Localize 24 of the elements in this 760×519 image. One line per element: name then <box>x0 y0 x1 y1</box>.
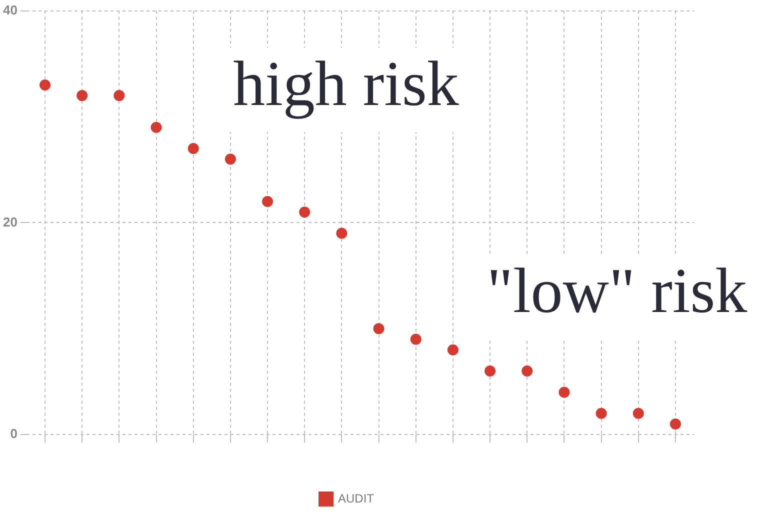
point <box>299 206 310 218</box>
y-tick-label: 20 <box>2 214 18 230</box>
point <box>484 366 496 377</box>
point <box>114 90 125 102</box>
point <box>447 344 458 356</box>
point <box>373 323 384 334</box>
point <box>558 386 570 398</box>
point <box>670 418 681 430</box>
point <box>40 79 51 90</box>
y-tick-label: 0 <box>10 426 18 442</box>
legend-label: AUDIT <box>338 491 375 506</box>
point <box>76 90 88 102</box>
y-tick-label: 40 <box>2 2 18 18</box>
point <box>188 143 199 154</box>
point <box>150 122 162 133</box>
point <box>596 408 607 419</box>
point <box>262 196 274 208</box>
point <box>522 366 533 377</box>
point <box>224 154 236 165</box>
annotation: high risk <box>233 48 459 119</box>
point <box>336 228 348 239</box>
point <box>632 408 644 419</box>
point <box>410 334 422 345</box>
annotation: "low" risk <box>486 254 748 326</box>
